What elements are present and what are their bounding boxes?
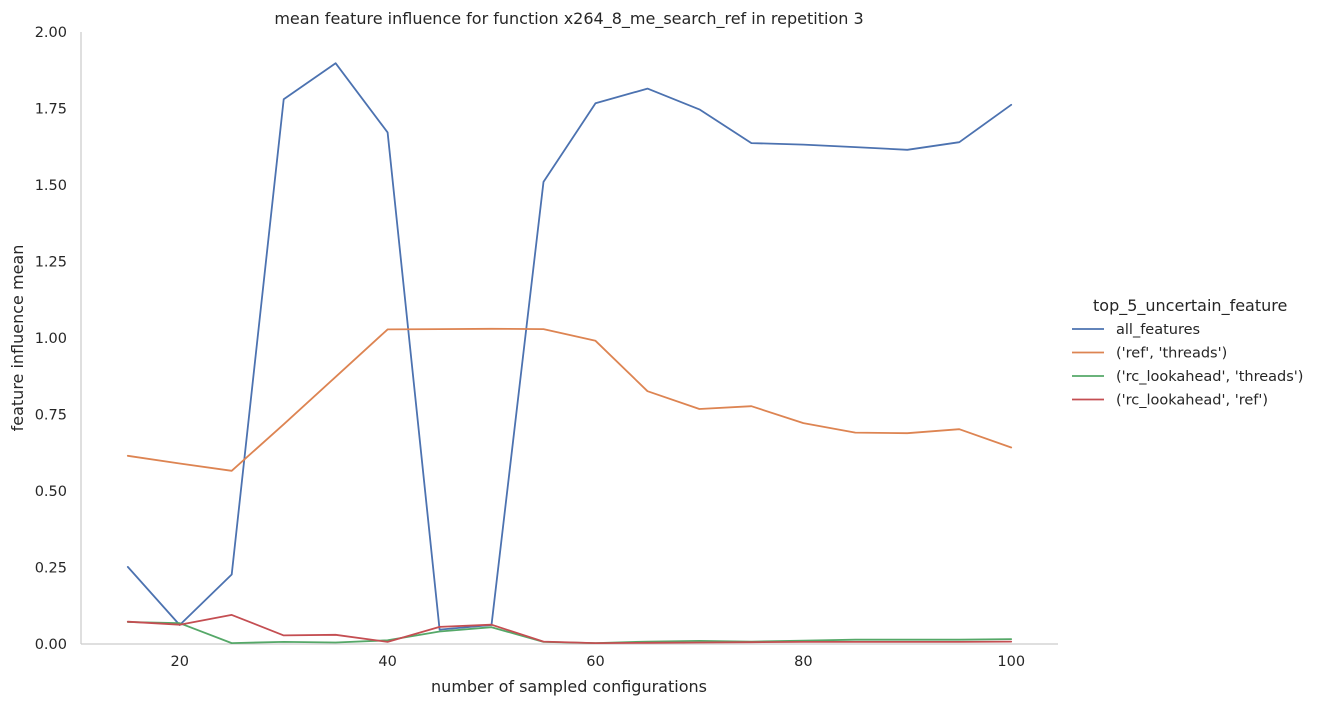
- y-tick-label: 1.00: [35, 331, 67, 347]
- y-tick-label: 1.25: [35, 255, 67, 271]
- legend-title: top_5_uncertain_feature: [1093, 296, 1287, 316]
- legend-label: all_features: [1116, 322, 1200, 338]
- y-tick-label: 0.50: [35, 484, 67, 500]
- legend-label: ('ref', 'threads'): [1116, 346, 1227, 362]
- x-tick-label: 60: [586, 654, 604, 670]
- plot-area: 0.00 0.25 0.50 0.75 1.00 1.25 1.50 1.75 2.00 20 40…: [35, 25, 1058, 670]
- x-axis-title: number of sampled configurations: [431, 677, 707, 696]
- series-line-3: [126, 621, 1013, 644]
- y-tick-label: 0.00: [35, 637, 67, 653]
- y-axis-title: feature influence mean: [8, 245, 27, 432]
- y-tick-label: 0.25: [35, 561, 67, 577]
- legend-label: ('rc_lookahead', 'ref'): [1116, 393, 1268, 409]
- y-tick-label: 1.50: [35, 178, 67, 194]
- series-line-2: [126, 327, 1013, 472]
- legend-label: ('rc_lookahead', 'threads'): [1116, 369, 1303, 385]
- x-tick-label: 80: [794, 654, 812, 670]
- y-tick-label: 2.00: [35, 25, 67, 41]
- x-tick-label: 20: [171, 654, 189, 670]
- y-tick-label: 0.75: [35, 408, 67, 424]
- chart-title: mean feature influence for function x264…: [274, 9, 863, 29]
- y-tick-label: 1.75: [35, 102, 67, 118]
- x-tick-label: 100: [997, 654, 1025, 670]
- x-tick-label: 40: [378, 654, 396, 670]
- series-line-4: [126, 614, 1013, 644]
- series-line-1: [126, 62, 1013, 631]
- legend: top_5_uncertain_feature all_features ('re…: [1072, 296, 1303, 409]
